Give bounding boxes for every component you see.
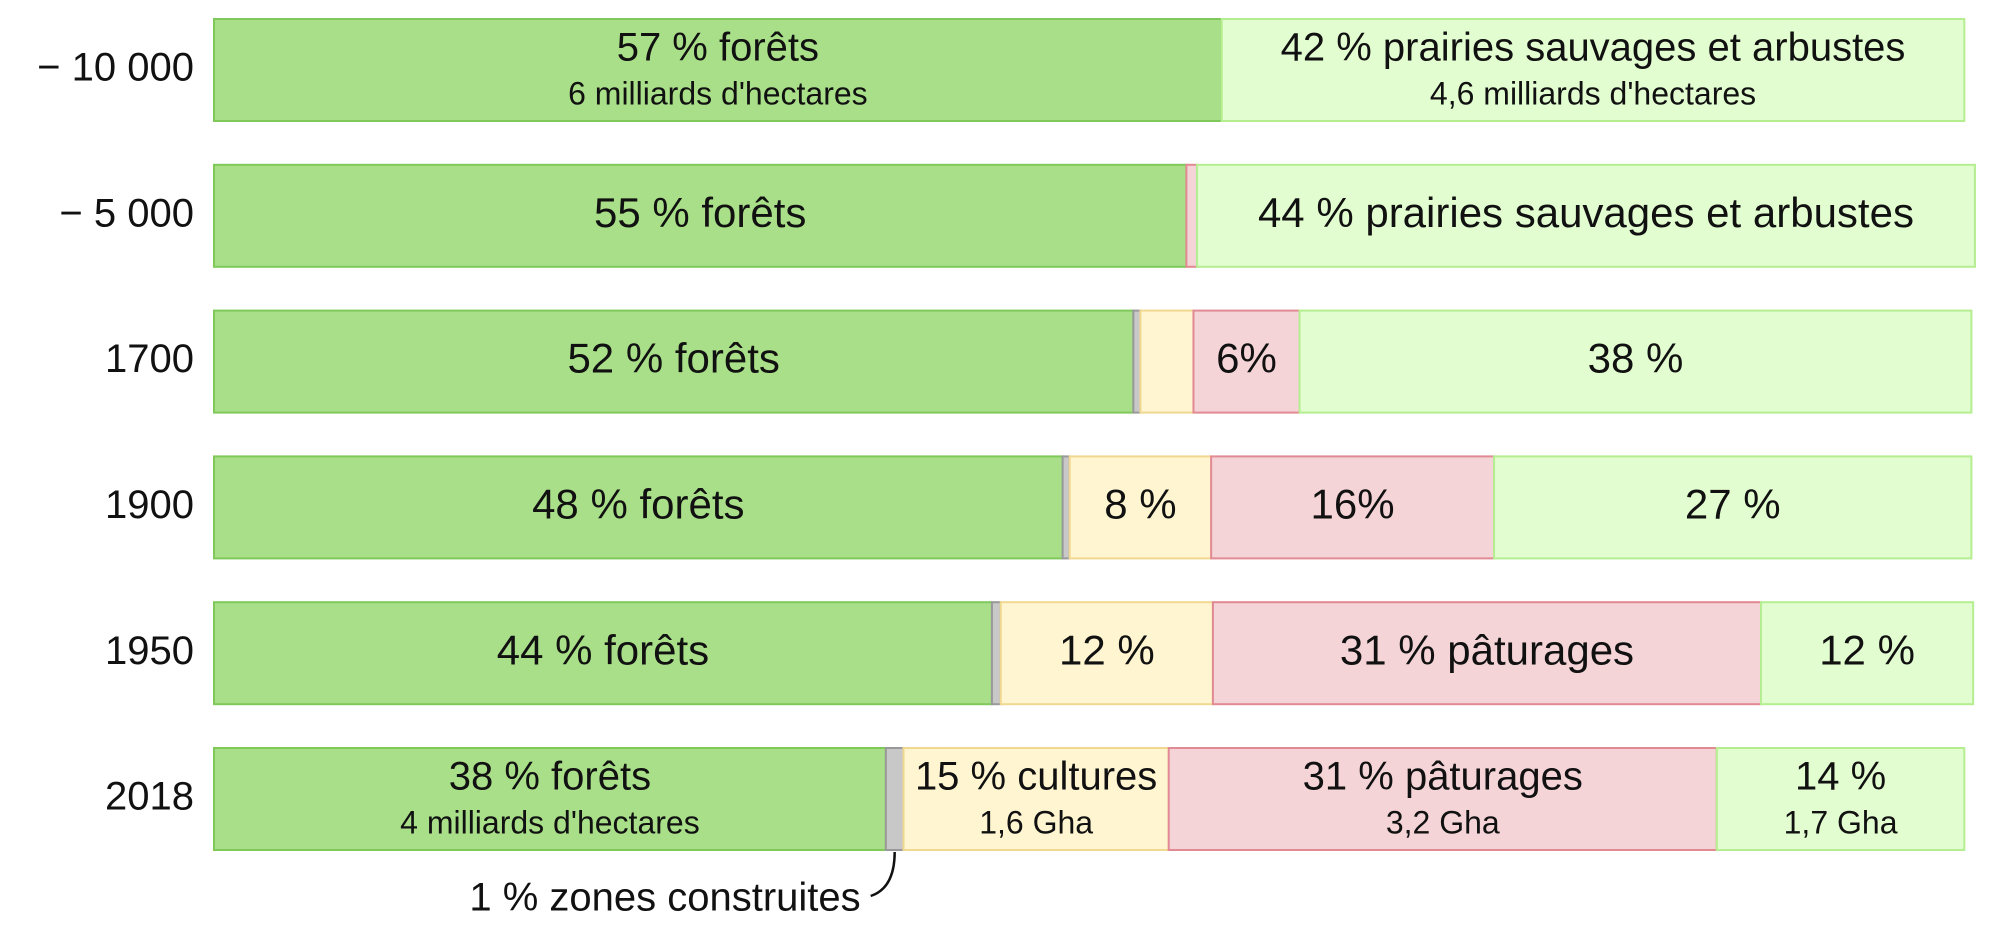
category-label: − 10 000 xyxy=(37,46,194,90)
annotation-leader xyxy=(870,851,896,898)
data-note: 3,2 Gha xyxy=(1386,804,1500,840)
data-label: 15 % cultures xyxy=(915,755,1157,799)
category-label: 1950 xyxy=(105,629,194,673)
data-label: 48 % forêts xyxy=(532,480,744,527)
data-note: 1,6 Gha xyxy=(979,804,1093,840)
data-label: 42 % prairies sauvages et arbustes xyxy=(1281,26,1906,70)
data-note: 4,6 milliards d'hectares xyxy=(1430,75,1756,111)
bar-segment xyxy=(902,747,1170,851)
bar-segment xyxy=(213,747,887,851)
data-label: 38 % xyxy=(1588,335,1684,382)
bar-segment xyxy=(213,455,1064,560)
bar-segment xyxy=(1220,18,1966,122)
category-label: 1700 xyxy=(105,337,194,381)
bar-segment xyxy=(1132,309,1142,414)
data-note: 1,7 Gha xyxy=(1784,804,1898,840)
data-label: 44 % forêts xyxy=(497,626,709,673)
bar-segment xyxy=(1493,455,1973,560)
data-label: 16% xyxy=(1311,480,1395,527)
bar-segment xyxy=(1196,163,1976,268)
category-label: 2018 xyxy=(105,775,194,819)
bar-segment xyxy=(213,18,1223,122)
data-note: 6 milliards d'hectares xyxy=(568,75,868,111)
bar-segment xyxy=(1185,163,1199,268)
bar-segment xyxy=(1760,601,1975,706)
bar-segment xyxy=(1167,747,1718,851)
bar-segment xyxy=(1715,747,1966,851)
bar-segment xyxy=(1068,455,1213,560)
annotation: 1 % zones construites xyxy=(469,876,860,920)
data-label: 38 % forêts xyxy=(449,755,651,799)
bar-segment xyxy=(1210,455,1496,560)
bar-segment xyxy=(213,309,1135,414)
data-label: 14 % xyxy=(1795,755,1886,799)
bar-segment xyxy=(1211,601,1763,706)
bar-segment xyxy=(213,601,993,706)
bar-segment xyxy=(1298,309,1973,414)
data-label: 52 % forêts xyxy=(567,335,779,382)
data-label: 57 % forêts xyxy=(617,26,819,70)
data-note: 4 milliards d'hectares xyxy=(400,804,700,840)
data-label: 31 % pâturages xyxy=(1340,626,1634,673)
category-label: − 5 000 xyxy=(59,191,194,235)
bar-segment xyxy=(999,601,1214,706)
bar-segment xyxy=(990,601,1002,706)
bar-segment xyxy=(1139,309,1195,414)
data-label: 31 % pâturages xyxy=(1303,755,1583,799)
data-label: 6% xyxy=(1216,335,1277,382)
data-label: 44 % prairies sauvages et arbustes xyxy=(1258,189,1914,236)
data-label: 27 % xyxy=(1685,480,1781,527)
bar-segment xyxy=(1061,455,1071,560)
bar-segment xyxy=(884,747,905,851)
data-label: 8 % xyxy=(1104,480,1176,527)
data-label: 12 % xyxy=(1819,626,1915,673)
data-label: 55 % forêts xyxy=(594,189,806,236)
bar-segment xyxy=(213,163,1188,268)
category-label: 1900 xyxy=(105,483,194,527)
data-label: 12 % xyxy=(1059,626,1155,673)
bar-segment xyxy=(1192,309,1301,414)
